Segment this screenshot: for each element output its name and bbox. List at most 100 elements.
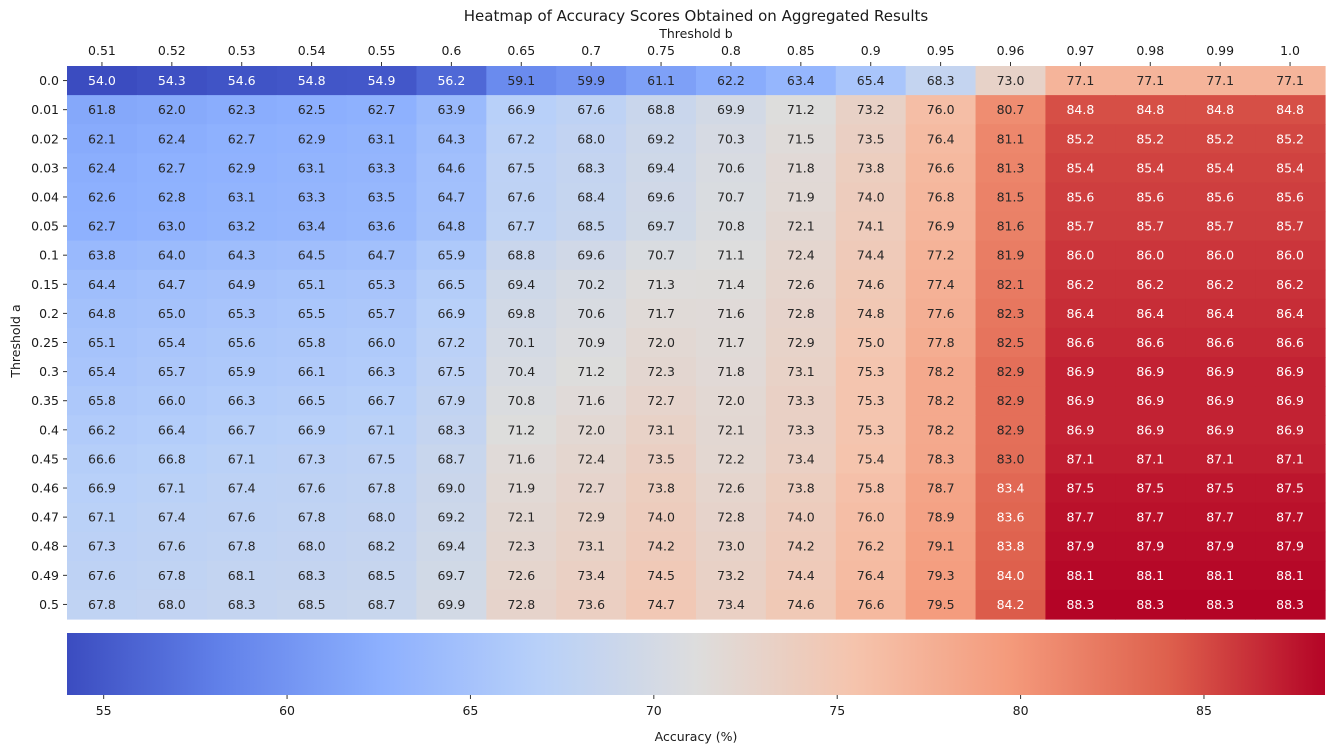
x-tick-label: 0.96 <box>997 43 1025 58</box>
cell-value-label: 67.5 <box>437 364 465 379</box>
heatmap-cell <box>416 269 487 300</box>
y-tick-label: 0.05 <box>31 219 59 234</box>
cell-value-label: 66.6 <box>88 451 116 466</box>
heatmap-cell <box>276 240 348 271</box>
cell-value-label: 85.2 <box>1136 131 1164 146</box>
cell-value-label: 85.6 <box>1206 189 1234 204</box>
heatmap-cell <box>67 327 138 358</box>
cell-value-label: 78.2 <box>927 422 955 437</box>
cell-value-label: 62.4 <box>158 131 186 146</box>
cell-value-label: 69.7 <box>437 568 465 583</box>
heatmap-cell <box>835 153 907 184</box>
heatmap-cell <box>975 298 1047 329</box>
cell-value-label: 70.1 <box>507 335 535 350</box>
cell-value-label: 73.3 <box>787 422 815 437</box>
cell-value-label: 65.4 <box>857 73 885 88</box>
heatmap-cell <box>276 153 348 184</box>
cell-value-label: 69.2 <box>437 510 465 525</box>
cell-value-label: 87.5 <box>1066 481 1094 496</box>
heatmap-cell <box>835 182 907 213</box>
cell-value-label: 86.9 <box>1136 393 1164 408</box>
heatmap-cell <box>1045 124 1116 154</box>
cell-value-label: 64.7 <box>158 277 186 292</box>
cell-value-label: 86.9 <box>1276 393 1304 408</box>
cell-value-label: 85.6 <box>1136 189 1164 204</box>
x-tick-label: 0.65 <box>507 43 535 58</box>
heatmap-cell <box>835 124 907 154</box>
cell-value-label: 64.8 <box>88 306 116 321</box>
cell-value-label: 85.2 <box>1276 131 1304 146</box>
heatmap-cell <box>1185 153 1256 184</box>
cell-value-label: 84.8 <box>1066 102 1094 117</box>
heatmap-cell <box>67 473 138 504</box>
cell-value-label: 86.0 <box>1206 248 1234 263</box>
heatmap-cell <box>136 95 208 125</box>
x-tick-label: 0.97 <box>1066 43 1094 58</box>
heatmap-cell-labels: 54.0 54.3 54.6 54.8 54.9 56.2 59.1 59.9 61.1 62.2… <box>88 73 1304 612</box>
cell-value-label: 66.2 <box>88 422 116 437</box>
heatmap-cell <box>206 415 278 445</box>
heatmap-cell <box>696 560 767 591</box>
cell-value-label: 77.1 <box>1066 73 1094 88</box>
heatmap-cell <box>486 240 557 271</box>
heatmap-cell <box>136 473 208 504</box>
cell-value-label: 68.2 <box>368 539 396 554</box>
cell-value-label: 71.7 <box>647 306 675 321</box>
heatmap-cell <box>67 153 138 184</box>
cell-value-label: 86.4 <box>1066 306 1094 321</box>
heatmap-cell <box>486 95 557 125</box>
heatmap-cell <box>1255 444 1326 475</box>
heatmap-cell <box>67 357 138 387</box>
heatmap-cells <box>67 66 1326 620</box>
y-tick-label: 0.5 <box>39 597 59 612</box>
heatmap-cell <box>765 531 837 562</box>
cell-value-label: 86.6 <box>1276 335 1304 350</box>
cell-value-label: 77.2 <box>927 248 955 263</box>
x-tick-label: 0.95 <box>927 43 955 58</box>
heatmap-cell <box>1185 66 1256 96</box>
heatmap-cell <box>1115 298 1186 329</box>
cell-value-label: 86.0 <box>1066 248 1094 263</box>
cell-value-label: 86.9 <box>1136 364 1164 379</box>
cell-value-label: 84.8 <box>1276 102 1304 117</box>
cell-value-label: 68.5 <box>368 568 396 583</box>
heatmap-cell <box>905 66 977 96</box>
heatmap-cell <box>1045 327 1116 358</box>
cell-value-label: 71.6 <box>507 451 535 466</box>
cell-value-label: 63.5 <box>368 189 396 204</box>
heatmap-cell <box>696 211 767 242</box>
heatmap-cell <box>765 560 837 591</box>
heatmap-cell <box>556 327 627 358</box>
heatmap-cell <box>346 95 418 125</box>
heatmap-cell <box>346 269 418 300</box>
cell-value-label: 62.7 <box>158 160 186 175</box>
heatmap-cell <box>765 327 837 358</box>
cell-value-label: 77.1 <box>1136 73 1164 88</box>
heatmap-cell <box>1045 357 1116 387</box>
heatmap-cell <box>696 327 767 358</box>
heatmap-cell <box>1115 182 1186 213</box>
cell-value-label: 65.9 <box>437 248 465 263</box>
heatmap-cell <box>696 95 767 125</box>
cell-value-label: 88.3 <box>1066 597 1094 612</box>
cell-value-label: 67.4 <box>228 481 256 496</box>
cell-value-label: 72.4 <box>577 451 605 466</box>
cell-value-label: 85.4 <box>1136 160 1164 175</box>
cell-value-label: 77.1 <box>1276 73 1304 88</box>
y-tick-label: 0.01 <box>31 102 59 117</box>
cell-value-label: 86.9 <box>1276 364 1304 379</box>
cell-value-label: 85.4 <box>1066 160 1094 175</box>
heatmap-cell <box>1255 502 1326 533</box>
heatmap-cell <box>206 327 278 358</box>
cell-value-label: 87.5 <box>1206 481 1234 496</box>
heatmap-cell <box>905 211 977 242</box>
heatmap-cell <box>416 531 487 562</box>
heatmap-cell <box>765 66 837 96</box>
heatmap-cell <box>346 444 418 475</box>
cell-value-label: 67.6 <box>577 102 605 117</box>
cell-value-label: 72.7 <box>647 393 675 408</box>
cell-value-label: 68.8 <box>507 248 535 263</box>
heatmap-cell <box>1255 357 1326 387</box>
heatmap-cell <box>67 502 138 533</box>
heatmap-cell <box>206 386 278 416</box>
